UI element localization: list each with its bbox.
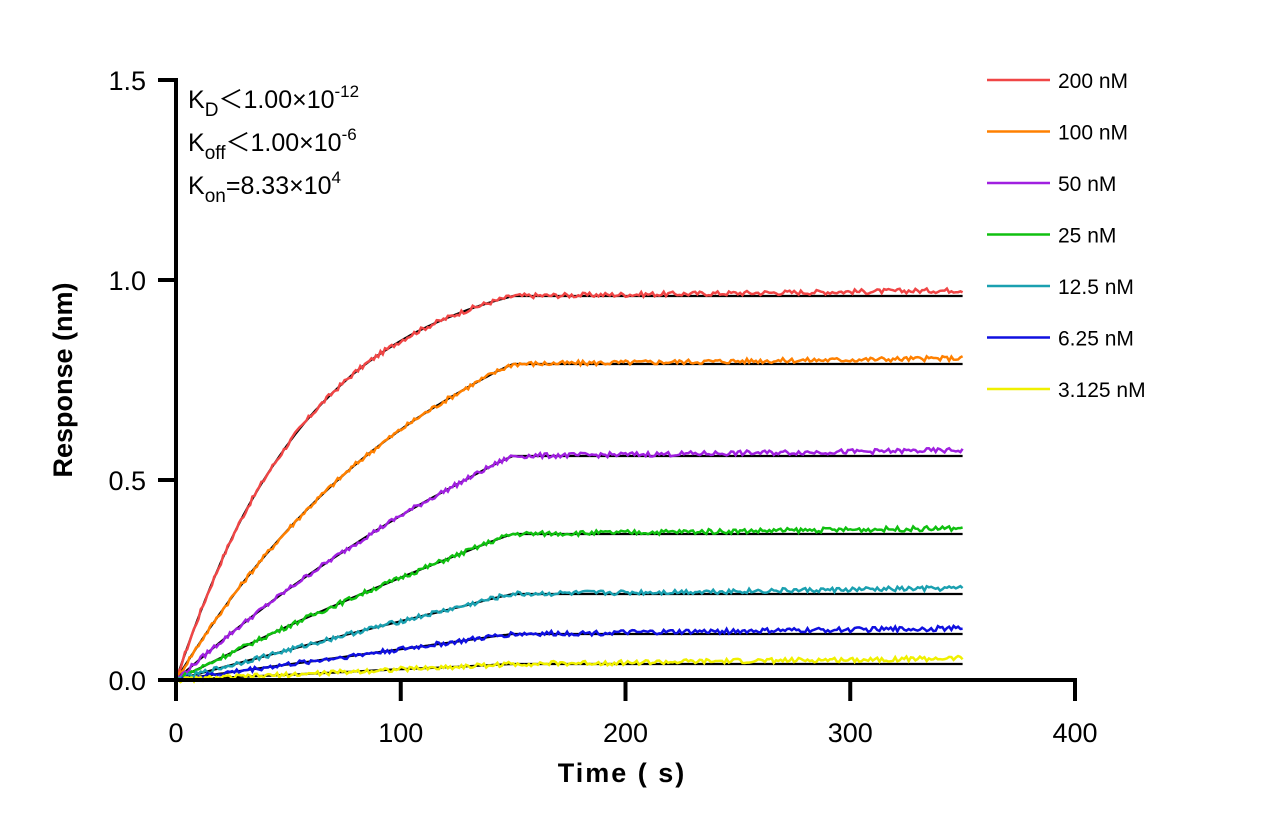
x-tick-label: 100 [378, 718, 423, 748]
legend-item: 12.5 nM [987, 276, 1134, 299]
legend-label: 6.25 nM [1058, 328, 1134, 351]
series-line-6-25-nM [175, 624, 963, 683]
legend-item: 25 nM [987, 225, 1116, 248]
series-line-200-nM [174, 286, 964, 679]
legend-label: 50 nM [1058, 173, 1116, 196]
y-tick-label: 1.5 [108, 66, 146, 96]
kinetic-annotations: KD＜1.00×10-12 Koff＜1.00×10-6 Kon=8.33×104 [188, 82, 359, 207]
y-tick-label: 0.0 [108, 666, 146, 696]
fit-line-25-nM [175, 532, 963, 681]
legend: 200 nM 100 nM 50 nM 25 nM 12.5 nM 6.25 nM 3.12… [987, 70, 1146, 402]
series-line-25-nM [175, 524, 963, 682]
legend-item: 3.125 nM [987, 379, 1146, 402]
tick-labels: 0 100 200 300 400 0.0 0.5 1.0 1.5 [108, 66, 1097, 748]
fit-line-3-125-nM [175, 662, 963, 682]
legend-item: 6.25 nM [987, 328, 1134, 351]
axes [158, 78, 1077, 701]
legend-item: 100 nM [987, 122, 1128, 145]
legend-label: 200 nM [1058, 70, 1128, 93]
legend-item: 200 nM [987, 70, 1128, 93]
legend-label: 100 nM [1058, 122, 1128, 145]
series-line-100-nM [174, 354, 964, 683]
y-axis-label: Response (nm) [48, 282, 78, 477]
y-tick-label: 0.5 [108, 466, 146, 496]
x-tick-label: 0 [168, 718, 183, 748]
annotation-off: Koff＜1.00×10-6 [188, 125, 357, 164]
series-line-3-125-nM [175, 654, 964, 684]
data-series [174, 286, 964, 684]
legend-label: 25 nM [1058, 225, 1116, 248]
legend-item: 50 nM [987, 173, 1116, 196]
x-tick-label: 200 [603, 718, 648, 748]
x-tick-label: 300 [828, 718, 873, 748]
x-tick-label: 400 [1052, 718, 1097, 748]
series-line-50-nM [174, 446, 964, 682]
annotation-on: Kon=8.33×104 [188, 168, 341, 207]
annotation-D: KD＜1.00×10-12 [188, 82, 359, 121]
x-axis-label: Time ( s) [558, 758, 687, 788]
legend-label: 12.5 nM [1058, 276, 1134, 299]
y-tick-label: 1.0 [108, 266, 146, 296]
series-line-12-5-nM [175, 584, 964, 682]
legend-label: 3.125 nM [1058, 379, 1146, 402]
